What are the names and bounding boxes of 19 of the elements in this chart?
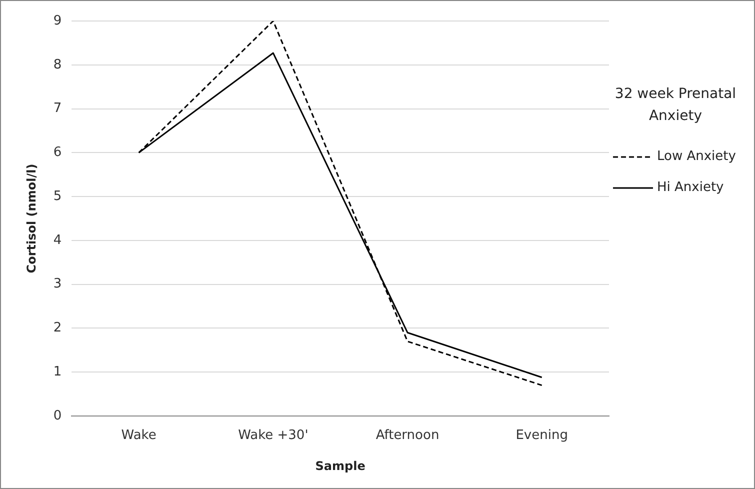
y-tick-label: 3 — [53, 276, 62, 292]
legend-title: 32 week Prenatal Anxiety — [614, 85, 738, 126]
y-tick-label: 8 — [53, 57, 62, 72]
x-tick-label: Wake — [121, 428, 156, 444]
y-tick-label: 4 — [53, 232, 62, 248]
legend-label: Low Anxiety — [657, 149, 736, 164]
y-tick-label: 9 — [53, 13, 62, 28]
y-tick-label: 0 — [53, 408, 62, 424]
y-tick-label: 2 — [53, 320, 62, 336]
legend-label: Hi Anxiety — [657, 180, 724, 195]
x-tick-label: Wake +30' — [238, 428, 308, 444]
y-tick-label: 1 — [53, 364, 62, 380]
x-axis-title: Sample — [315, 458, 366, 473]
y-tick-label: 6 — [53, 145, 62, 160]
y-tick-label: 5 — [53, 188, 62, 204]
x-tick-label: Afternoon — [376, 428, 440, 444]
x-tick-label: Evening — [516, 428, 568, 444]
y-tick-label: 7 — [53, 101, 62, 116]
y-axis-title: Cortisol (nmol/l) — [24, 164, 38, 274]
